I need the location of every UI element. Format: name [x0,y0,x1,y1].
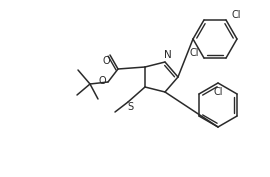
Text: Cl: Cl [231,10,241,20]
Text: N: N [164,50,172,60]
Text: Cl: Cl [189,48,199,58]
Text: O: O [98,76,106,86]
Text: S: S [127,102,133,112]
Text: O: O [102,56,110,66]
Text: Cl: Cl [213,87,223,97]
